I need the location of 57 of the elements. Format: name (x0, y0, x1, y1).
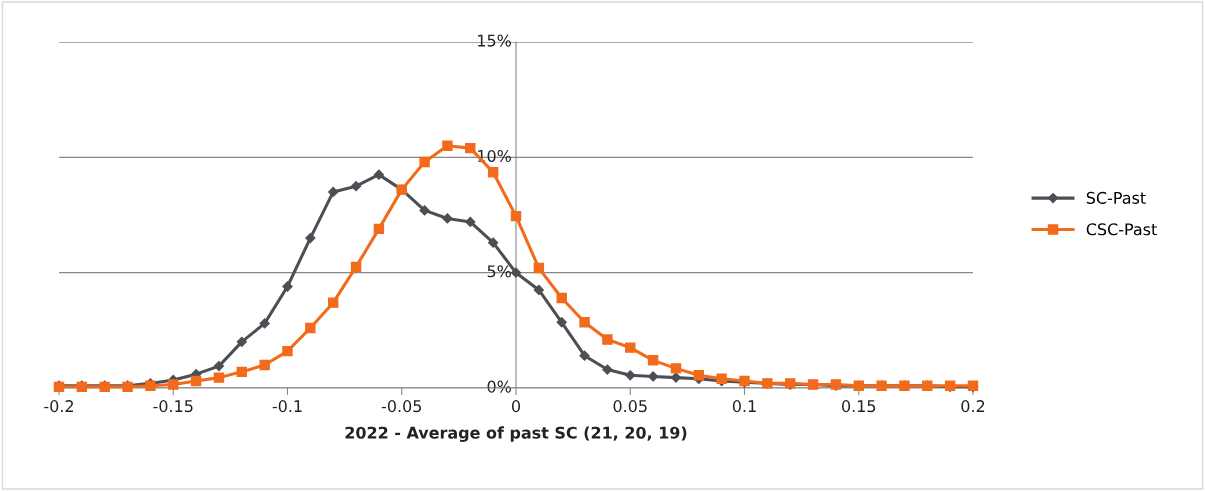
point (190, 375, 202, 387)
point (350, 181, 362, 192)
point (442, 140, 453, 152)
point (579, 317, 590, 328)
x-tick-label: 0.15 (842, 400, 876, 413)
y-tick-label: 15% (478, 34, 511, 47)
x-tick-label: -0.05 (381, 400, 422, 413)
point (327, 297, 339, 308)
point (602, 334, 613, 345)
point (305, 232, 316, 244)
point (533, 262, 545, 274)
point (487, 167, 499, 178)
point (259, 318, 270, 329)
point (282, 345, 293, 357)
point (556, 317, 567, 328)
legend-label: CSC-Past (1086, 223, 1157, 236)
point (168, 379, 179, 390)
x-tick-label: 0 (511, 400, 521, 413)
point (488, 237, 499, 248)
point (647, 355, 659, 366)
x-tick-label: -0.15 (153, 400, 193, 413)
point (647, 371, 659, 382)
x-axis-title: 2022 - Average of past SC (21, 20, 19) (345, 426, 687, 442)
x-tick-label: 0.05 (613, 400, 647, 413)
point (236, 366, 248, 378)
x-tick-label: -0.2 (44, 400, 73, 413)
y-tick-label: 5% (487, 265, 511, 278)
point (670, 363, 682, 374)
point (533, 284, 544, 296)
point (556, 292, 567, 304)
point (510, 267, 522, 278)
y-tick-label: 0% (487, 380, 511, 393)
point (465, 216, 476, 228)
point (259, 359, 270, 371)
point (625, 342, 636, 353)
x-tick-label: 0.2 (961, 400, 985, 413)
legend-label: SC-Past (1086, 191, 1146, 204)
point (373, 223, 385, 235)
x-tick-label: -0.1 (272, 400, 302, 413)
point (693, 370, 705, 381)
point (213, 360, 225, 372)
point (419, 205, 430, 216)
point (305, 322, 316, 334)
point (625, 370, 636, 381)
point (510, 210, 522, 222)
point (465, 142, 476, 154)
point (350, 261, 362, 273)
point (373, 169, 385, 180)
x-tick-label: 0.1 (732, 400, 756, 413)
point (602, 364, 613, 375)
point (442, 213, 453, 224)
point (213, 372, 225, 383)
point (328, 186, 339, 198)
point (579, 350, 590, 361)
point (236, 336, 247, 347)
point (282, 281, 293, 292)
point (419, 156, 430, 168)
